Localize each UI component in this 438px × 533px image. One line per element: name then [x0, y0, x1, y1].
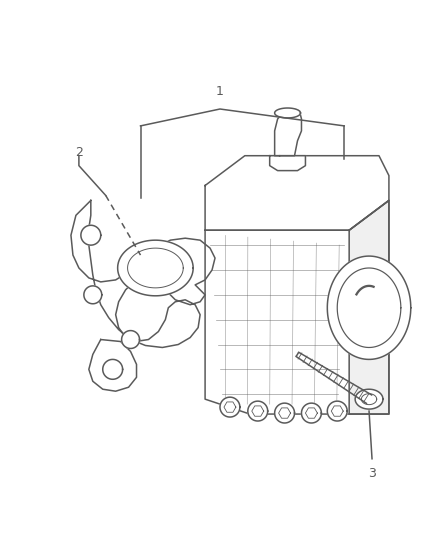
Polygon shape	[327, 256, 411, 359]
Polygon shape	[89, 340, 137, 391]
Polygon shape	[327, 401, 347, 421]
Text: 3: 3	[368, 467, 376, 480]
Polygon shape	[270, 156, 305, 171]
Polygon shape	[205, 200, 389, 414]
Polygon shape	[122, 330, 140, 349]
Polygon shape	[84, 286, 102, 304]
Polygon shape	[301, 403, 321, 423]
Polygon shape	[81, 225, 101, 245]
Text: 1: 1	[216, 85, 224, 98]
Polygon shape	[103, 359, 123, 379]
Polygon shape	[349, 200, 389, 414]
Text: 2: 2	[75, 146, 83, 159]
Polygon shape	[220, 397, 240, 417]
Polygon shape	[71, 200, 215, 348]
Polygon shape	[118, 240, 193, 296]
Polygon shape	[248, 401, 268, 421]
Polygon shape	[355, 389, 383, 409]
Polygon shape	[275, 109, 301, 156]
Polygon shape	[275, 108, 300, 118]
Polygon shape	[275, 403, 294, 423]
Polygon shape	[205, 156, 389, 230]
